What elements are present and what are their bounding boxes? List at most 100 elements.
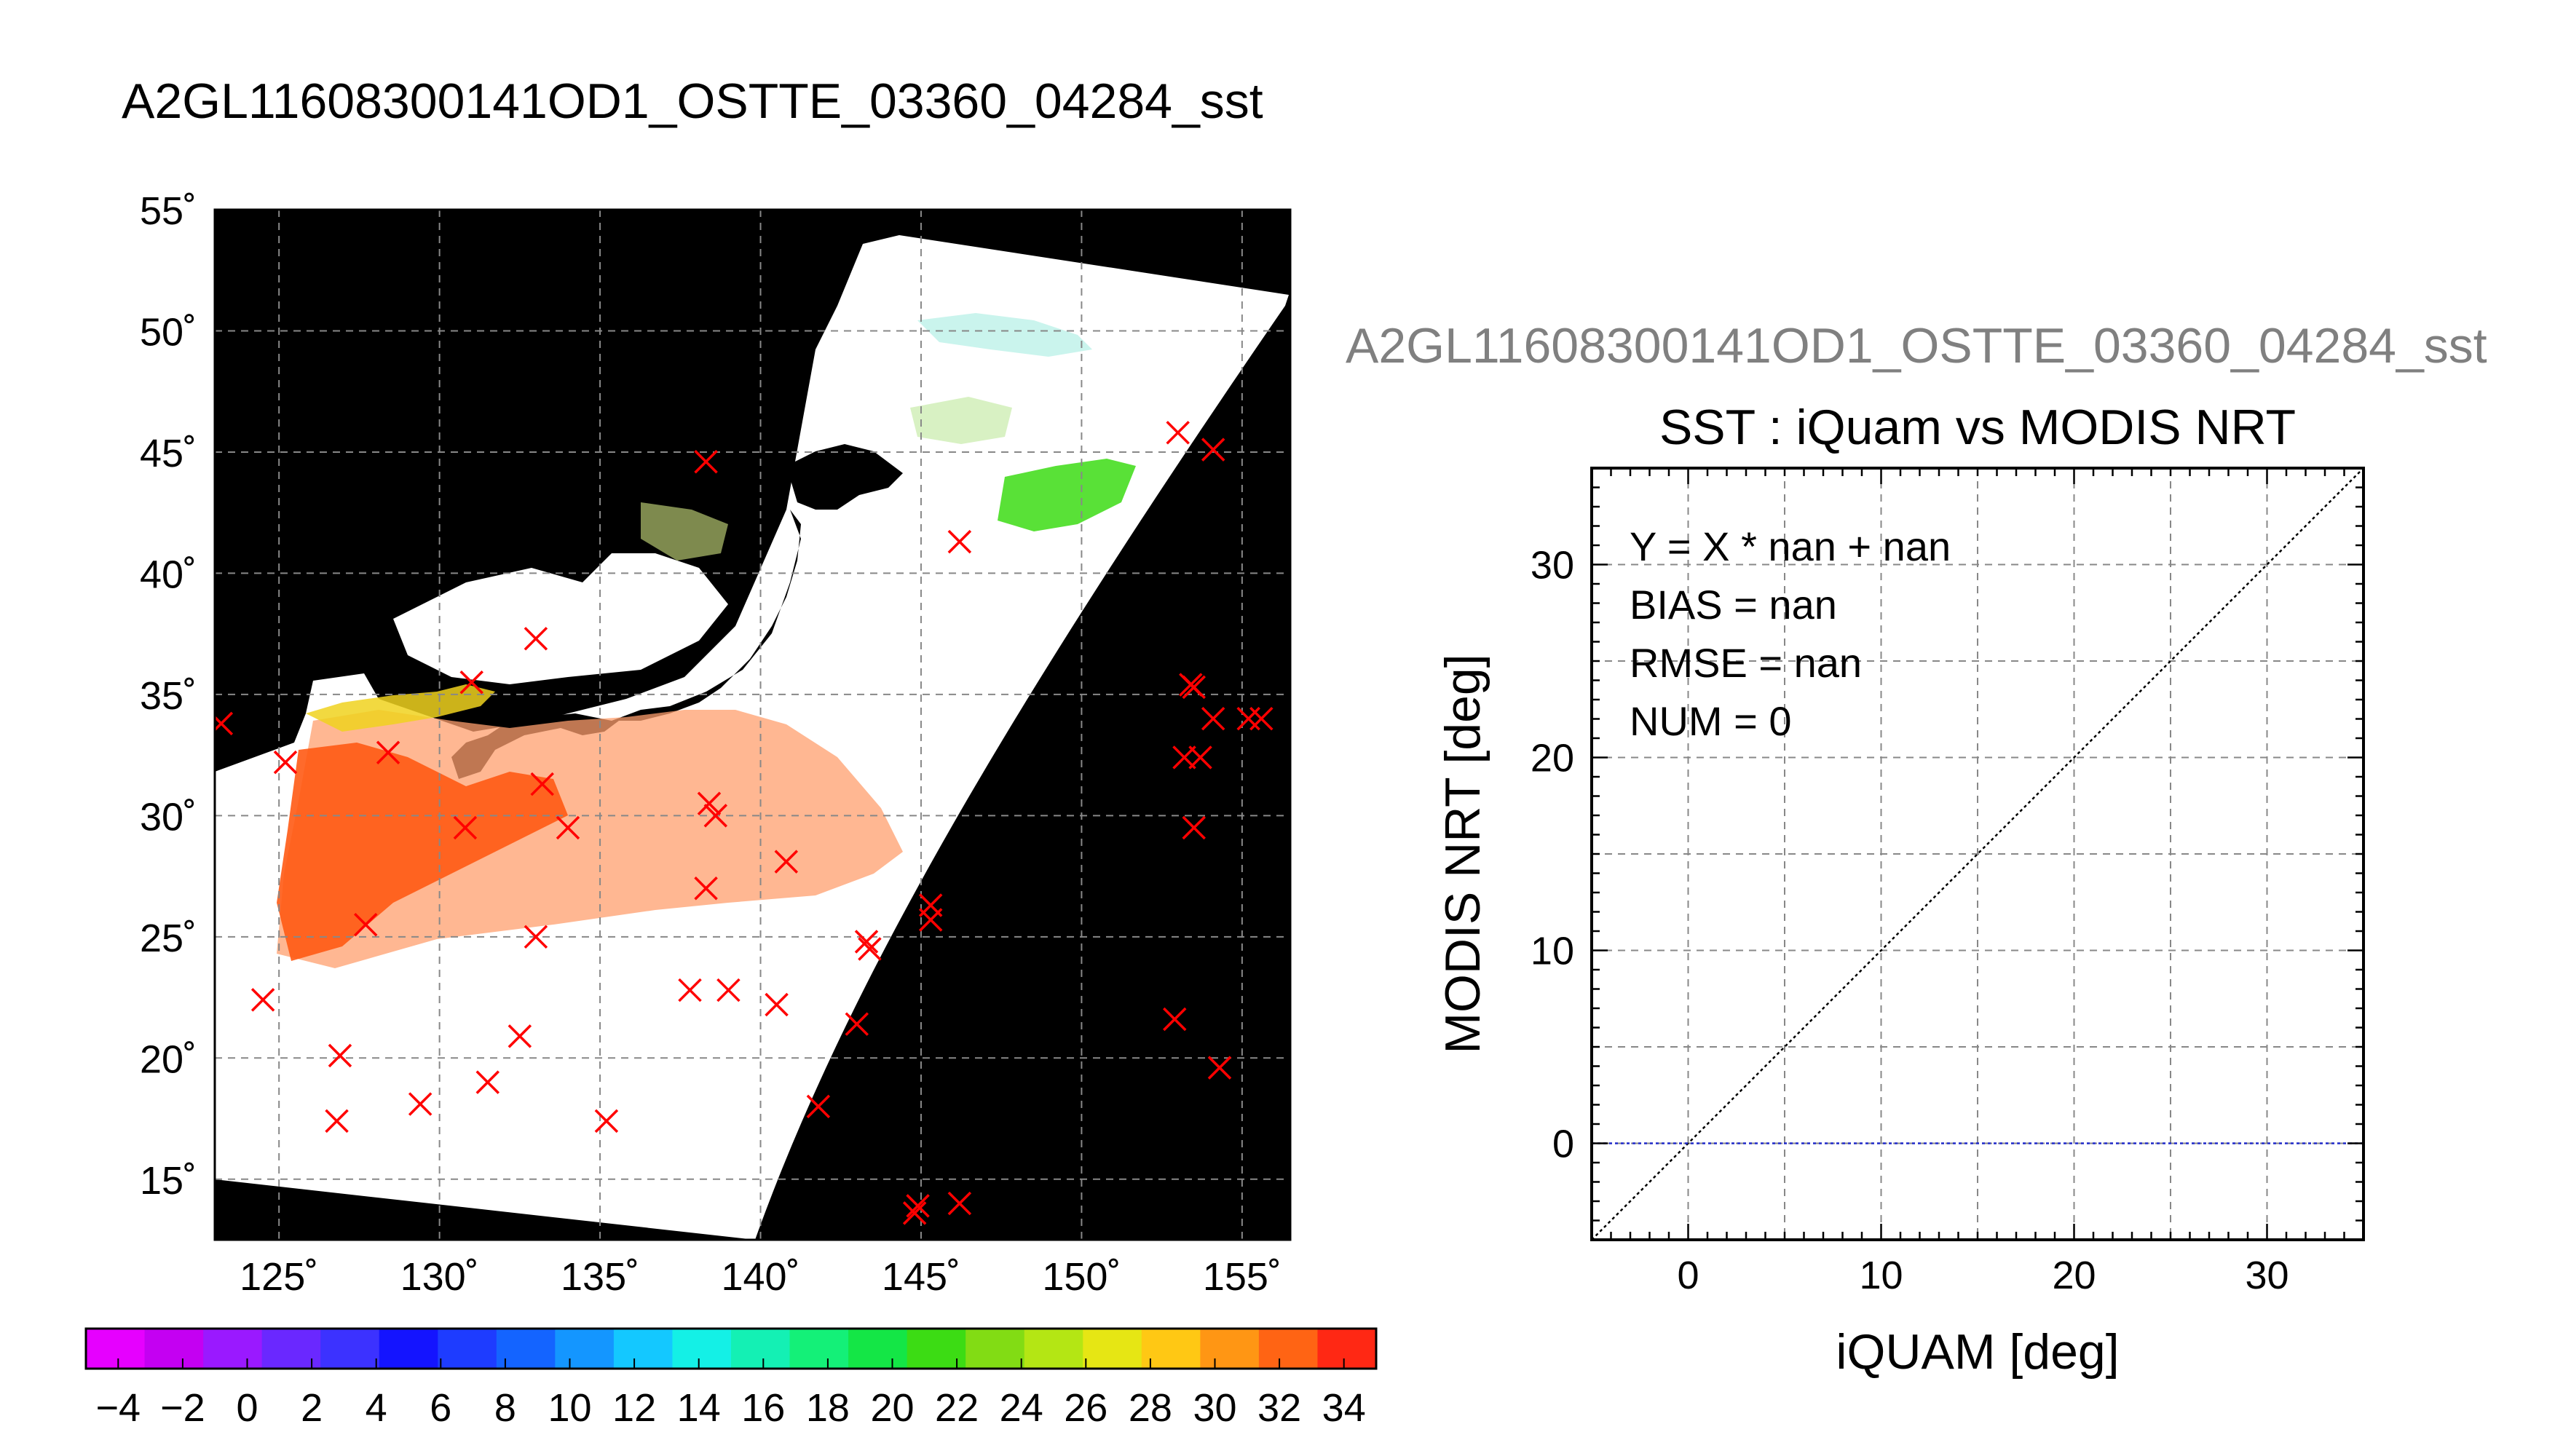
iquam-point-marker	[459, 670, 483, 695]
scatter-x-tick-label: 20	[2052, 1254, 2096, 1297]
colorbar-label: 16	[741, 1386, 785, 1430]
colorbar-swatch	[555, 1329, 615, 1369]
iquam-point-marker	[697, 791, 722, 815]
iquam-point-marker	[1182, 675, 1206, 700]
sst-yellowgreen-sea	[641, 502, 728, 561]
iquam-point-marker	[1201, 438, 1225, 462]
iquam-point-marker	[328, 1043, 352, 1068]
iquam-point-marker	[524, 627, 548, 651]
colorbar-swatch	[613, 1329, 673, 1369]
colorbar-label: 4	[366, 1386, 387, 1430]
colorbar-label: 2	[301, 1386, 323, 1430]
scatter-y-tick-label: 20	[1531, 737, 1574, 780]
colorbar-swatch	[1141, 1329, 1201, 1369]
map-lon-label: 135˚	[561, 1255, 639, 1299]
colorbar-label: 12	[612, 1386, 656, 1430]
iquam-point-marker	[556, 815, 580, 840]
colorbar-swatch	[1200, 1329, 1260, 1369]
stat-regression: Y = X * nan + nan	[1630, 523, 1951, 569]
map-lat-label: 40˚	[140, 553, 197, 596]
sea-of-japan	[393, 553, 728, 684]
iquam-point-marker	[594, 1109, 619, 1133]
colorbar-label: 30	[1193, 1386, 1236, 1430]
map-title: A2GL11608300141OD1_OSTTE_03360_04284_sst	[122, 74, 1263, 129]
stat-bias: BIAS = nan	[1630, 582, 1837, 628]
iquam-point-marker	[453, 815, 478, 840]
iquam-point-marker	[1249, 706, 1273, 731]
iquam-point-marker	[703, 804, 728, 828]
sst-green-north	[998, 459, 1136, 531]
colorbar-swatch	[1317, 1329, 1377, 1369]
colorbar-label: 0	[236, 1386, 258, 1430]
colorbar	[84, 1327, 1378, 1370]
colorbar-label: 32	[1257, 1386, 1301, 1430]
colorbar-label: 14	[677, 1386, 721, 1430]
iquam-point-marker	[858, 937, 882, 961]
colorbar-label: 18	[806, 1386, 850, 1430]
colorbar-label: 20	[870, 1386, 914, 1430]
scatter-y-tick-label: 10	[1531, 930, 1574, 973]
colorbar-label: 10	[548, 1386, 591, 1430]
iquam-point-marker	[1207, 1056, 1232, 1080]
map-lat-labels: 55˚ 50˚ 45˚ 40˚ 35˚ 30˚ 25˚ 20˚ 15˚	[140, 189, 197, 1203]
scatter-stats: Y = X * nan + nan BIAS = nan RMSE = nan …	[1630, 523, 1951, 744]
map-lon-label: 145˚	[882, 1255, 960, 1299]
map-lat-label: 45˚	[140, 432, 197, 475]
scatter-x-tick-label: 30	[2245, 1254, 2289, 1297]
colorbar-frame	[84, 1327, 1378, 1370]
scatter-reference-lines	[1592, 468, 2364, 1240]
colorbar-label: 24	[1000, 1386, 1043, 1430]
iquam-point-marker	[376, 740, 400, 765]
sst-cyan-north	[917, 313, 1092, 357]
map-plot	[215, 210, 1290, 1240]
iquam-point-marker	[947, 529, 972, 554]
colorbar-label: 8	[494, 1386, 516, 1430]
iquam-point-marker	[918, 908, 943, 932]
iquam-point-marker	[806, 1094, 831, 1119]
land-hokkaido	[786, 444, 903, 510]
iquam-point-marker	[906, 1194, 930, 1218]
one-to-one-line	[1592, 468, 2364, 1240]
colorbar-swatch	[1024, 1329, 1083, 1369]
colorbar-swatch	[731, 1329, 791, 1369]
iquam-point-marker	[408, 1092, 433, 1116]
scatter-y-tick-label: 30	[1531, 544, 1574, 587]
map-lon-label: 150˚	[1042, 1255, 1121, 1299]
map-lon-label: 125˚	[240, 1255, 318, 1299]
iquam-point-marker	[524, 925, 548, 949]
colorbar-swatch	[1258, 1329, 1318, 1369]
sst-yellow-region	[306, 684, 495, 732]
colorbar-swatch	[379, 1329, 438, 1369]
iquam-point-marker	[678, 978, 702, 1002]
iquam-point-marker	[475, 1070, 499, 1094]
colorbar-swatch	[789, 1329, 849, 1369]
scatter-y-tick-label: 0	[1552, 1123, 1574, 1166]
map-lat-label: 30˚	[140, 795, 197, 839]
map-lon-label: 130˚	[400, 1255, 479, 1299]
map-lat-label: 50˚	[140, 310, 197, 354]
colorbar-labels: −4 −2 0 2 4 6 8 10 12 14 16 18 20 22 24 26 28 30 32 34	[96, 1386, 1366, 1430]
map-gridlines	[215, 210, 1290, 1240]
iquam-point-marker	[353, 912, 378, 937]
iquam-point-marker	[845, 1012, 869, 1036]
scatter-frame	[1590, 467, 2365, 1241]
scatter-x-axis-label: iQUAM [deg]	[1836, 1324, 2119, 1380]
map-lat-label: 15˚	[140, 1159, 197, 1203]
scatter-x-tick-labels: 0 10 20 30	[1677, 1254, 2289, 1297]
iquam-point-marker	[508, 1024, 532, 1048]
scatter-y-tick-labels: 0 10 20 30	[1531, 544, 1574, 1166]
scatter-panel-title: A2GL11608300141OD1_OSTTE_03360_04284_sst	[1346, 318, 2487, 373]
colorbar-swatch	[86, 1329, 146, 1369]
colorbar-label: −2	[160, 1386, 205, 1430]
iquam-point-marker	[1182, 815, 1206, 840]
iquam-point-marker	[716, 978, 741, 1002]
colorbar-label: 6	[430, 1386, 451, 1430]
colorbar-swatch	[203, 1329, 263, 1369]
colorbar-swatch	[672, 1329, 732, 1369]
colorbar-swatch	[496, 1329, 556, 1369]
iquam-point-marker	[325, 1109, 349, 1133]
iquam-point-marker	[947, 1191, 972, 1216]
colorbar-swatch	[320, 1329, 380, 1369]
map-lon-labels: 125˚ 130˚ 135˚ 140˚ 145˚ 150˚ 155˚	[240, 1255, 1282, 1299]
